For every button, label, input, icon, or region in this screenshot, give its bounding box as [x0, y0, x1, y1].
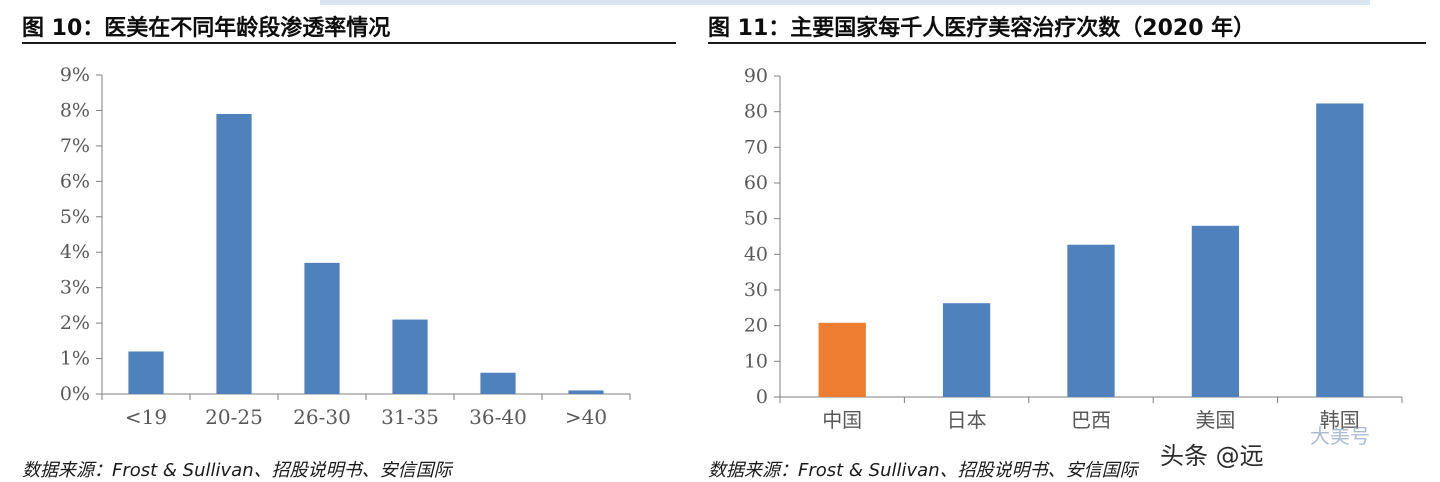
bar: [392, 319, 428, 394]
bar: [480, 372, 516, 394]
top-strip: [320, 0, 1370, 5]
bar: [128, 351, 164, 394]
y-tick-label: 50: [744, 208, 768, 230]
bar: [568, 390, 604, 394]
x-tick-label: 韩国: [1320, 408, 1360, 432]
x-tick-label: 36-40: [469, 405, 527, 429]
source-note: 数据来源：Frost & Sullivan、招股说明书、安信国际: [708, 460, 1138, 481]
y-tick-label: 2%: [60, 312, 90, 334]
y-tick-label: 0%: [60, 383, 90, 405]
bar: [942, 303, 991, 397]
x-tick-label: 26-30: [293, 405, 351, 429]
y-tick-label: 4%: [60, 241, 90, 263]
watermark-corner: 大美号: [1310, 424, 1370, 448]
x-tick-label: 20-25: [205, 405, 263, 429]
y-tick-label: 6%: [60, 170, 90, 192]
y-tick-label: 30: [744, 279, 768, 301]
chart-title: 图 11：主要国家每千人医疗美容治疗次数（2020 年）: [708, 16, 1256, 41]
y-tick-label: 7%: [60, 135, 90, 157]
y-tick-label: 9%: [60, 64, 90, 86]
bar: [1191, 225, 1240, 397]
y-tick-label: 40: [744, 243, 768, 265]
y-tick-label: 80: [744, 101, 768, 123]
title-rule: [708, 42, 1426, 44]
x-tick-label: 美国: [1195, 408, 1235, 432]
y-tick-label: 3%: [60, 277, 90, 299]
bar: [818, 322, 866, 397]
source-note: 数据来源：Frost & Sullivan、招股说明书、安信国际: [22, 460, 452, 481]
y-tick-label: 0: [756, 386, 768, 408]
age-penetration-bar-chart: 0% 1% 2% 3% 4% 5% 6% 7% 8% 9% <19 20-25 26-30 31-35 36…: [60, 64, 631, 429]
y-tick-label: 70: [744, 136, 768, 158]
x-tick-label: 巴西: [1071, 408, 1111, 432]
bar: [1067, 244, 1115, 397]
x-tick-label: >40: [565, 405, 607, 429]
y-tick-label: 90: [744, 65, 768, 87]
country-treatments-bar-chart: 0 10 20 30 40 50 60 70 80 90 中国 日本 巴西 美国 韩国: [744, 65, 1403, 432]
x-tick-label: <19: [125, 405, 167, 429]
y-tick-label: 8%: [60, 99, 90, 121]
x-tick-label: 中国: [822, 408, 862, 432]
x-tick-label: 31-35: [381, 405, 439, 429]
y-tick-label: 20: [744, 315, 768, 337]
x-tick-label: 日本: [947, 408, 987, 432]
chart-title: 图 10：医美在不同年龄段渗透率情况: [22, 16, 391, 41]
bar: [1316, 103, 1364, 398]
bar: [304, 262, 340, 394]
y-tick-label: 1%: [60, 348, 90, 370]
y-tick-label: 60: [744, 172, 768, 194]
bar: [216, 113, 252, 394]
y-tick-label: 5%: [60, 206, 90, 228]
y-tick-label: 10: [744, 350, 768, 372]
title-rule: [22, 42, 676, 44]
watermark: 头条 @远: [1160, 442, 1264, 470]
